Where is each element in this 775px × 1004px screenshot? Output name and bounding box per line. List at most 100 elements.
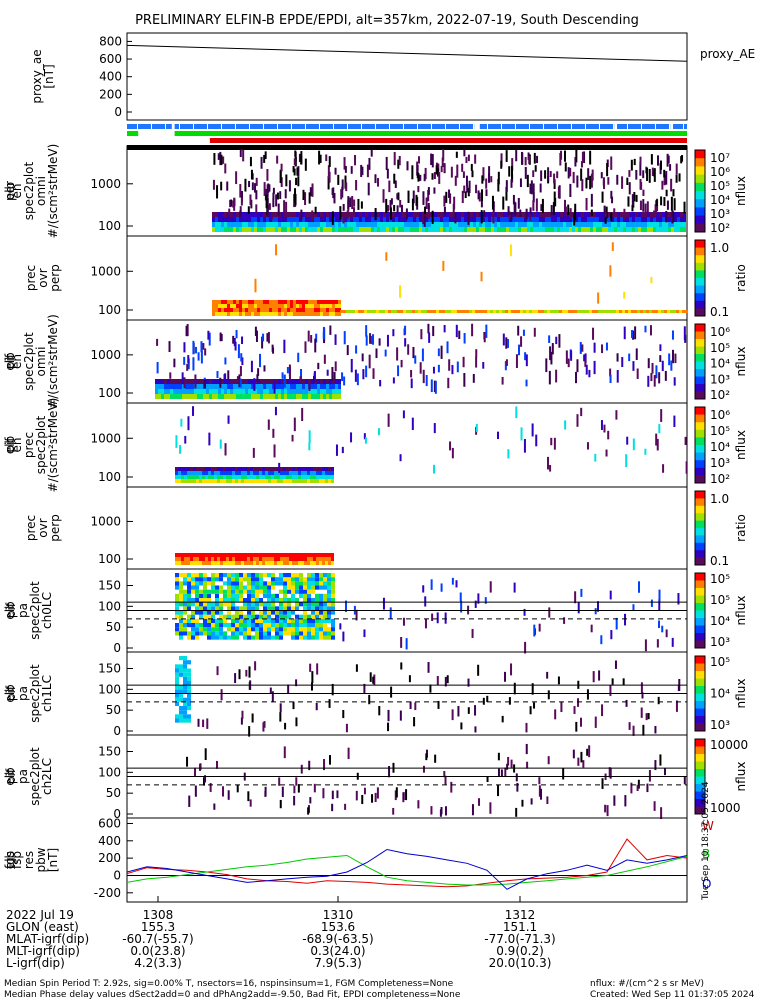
heatmap-cell xyxy=(283,339,286,354)
heatmap-cell xyxy=(405,638,408,650)
heatmap-cell xyxy=(220,557,223,561)
colorbar-swatch xyxy=(695,441,705,444)
heatmap-cell xyxy=(584,227,587,232)
heatmap-cell xyxy=(575,212,578,217)
heatmap-cell xyxy=(378,428,381,436)
heatmap-cell xyxy=(327,614,331,619)
x-axis-row-label: GLON (east) xyxy=(6,920,79,934)
heatmap-cell xyxy=(247,471,250,475)
heatmap-cell xyxy=(581,151,584,163)
heatmap-cell xyxy=(605,227,608,232)
y-axis-label-line: elb xyxy=(3,436,17,454)
heatmap-cell xyxy=(341,372,344,382)
heatmap-cell xyxy=(437,212,440,217)
heatmap-cell xyxy=(682,310,685,313)
status-bar-black xyxy=(127,145,687,150)
heatmap-cell xyxy=(431,613,434,622)
heatmap-cell xyxy=(485,212,488,217)
heatmap-cell xyxy=(661,625,664,633)
heatmap-cell xyxy=(227,384,230,389)
heatmap-cell xyxy=(576,359,579,373)
heatmap-cell xyxy=(272,384,275,389)
heatmap-cell xyxy=(443,222,446,227)
heatmap-cell xyxy=(443,195,446,207)
heatmap-cell xyxy=(219,623,223,628)
heatmap-cell xyxy=(319,573,323,578)
heatmap-cell xyxy=(424,596,427,607)
colorbar-label: nflux xyxy=(734,679,748,709)
heatmap-cell xyxy=(175,672,179,677)
heatmap-cell xyxy=(227,379,230,384)
heatmap-cell xyxy=(371,227,374,232)
heatmap-cell xyxy=(320,308,323,312)
y-axis-label-line: spec2plot xyxy=(28,664,42,723)
heatmap-cell xyxy=(632,330,635,340)
heatmap-cell xyxy=(338,389,341,394)
heatmap-cell xyxy=(315,573,319,578)
heatmap-cell xyxy=(277,471,280,475)
heatmap-cell xyxy=(294,188,297,202)
heatmap-cell xyxy=(179,623,183,628)
heatmap-cell xyxy=(260,379,263,384)
heatmap-cell xyxy=(518,222,521,227)
heatmap-cell xyxy=(327,573,331,578)
y-axis-label-line: pif xyxy=(4,602,18,618)
heatmap-cell xyxy=(319,627,323,632)
heatmap-cell xyxy=(524,222,527,227)
heatmap-cell xyxy=(218,304,221,308)
colorbar-swatch xyxy=(695,213,705,217)
heatmap-cell xyxy=(299,389,302,394)
heatmap-cell xyxy=(673,198,676,211)
colorbar-swatch xyxy=(695,795,705,798)
heatmap-cell xyxy=(319,602,323,607)
heatmap-cell xyxy=(489,581,492,593)
heatmap-cell xyxy=(524,156,527,166)
heatmap-cell xyxy=(231,573,235,578)
heatmap-cell xyxy=(452,203,455,216)
heatmap-cell xyxy=(302,308,305,312)
heatmap-cell xyxy=(427,310,430,313)
heatmap-cell xyxy=(455,324,458,338)
heatmap-cell xyxy=(458,222,461,227)
heatmap-cell xyxy=(247,577,251,582)
heatmap-cell xyxy=(175,689,179,694)
heatmap-cell xyxy=(320,312,323,316)
heatmap-cell xyxy=(346,345,349,356)
heatmap-cell xyxy=(254,394,257,399)
heatmap-cell xyxy=(248,312,251,316)
heatmap-cell xyxy=(243,577,247,582)
heatmap-cell xyxy=(272,379,275,384)
heatmap-cell xyxy=(527,227,530,232)
heatmap-cell xyxy=(397,365,400,377)
colorbar-swatch xyxy=(695,465,705,469)
heatmap-cell xyxy=(357,198,360,210)
heatmap-cell xyxy=(524,166,527,179)
heatmap-cell xyxy=(347,747,350,760)
heatmap-cell xyxy=(295,467,298,471)
heatmap-cell xyxy=(268,557,271,561)
heatmap-cell xyxy=(311,614,315,619)
heatmap-cell xyxy=(240,197,243,206)
colorbar-swatch xyxy=(695,656,705,659)
heatmap-cell xyxy=(449,441,452,451)
heatmap-cell xyxy=(685,461,688,474)
heatmap-cell xyxy=(659,217,662,222)
colorbar-swatch xyxy=(695,276,705,279)
heatmap-cell xyxy=(181,467,184,471)
heatmap-cell xyxy=(323,379,326,384)
heatmap-cell xyxy=(399,454,402,462)
heatmap-cell xyxy=(202,777,205,786)
heatmap-cell xyxy=(394,790,397,801)
heatmap-cell xyxy=(235,577,239,582)
heatmap-cell xyxy=(320,217,323,222)
heatmap-cell xyxy=(254,212,257,217)
heatmap-cell xyxy=(515,212,518,217)
heatmap-cell xyxy=(300,369,303,380)
heatmap-cell xyxy=(203,631,207,636)
heatmap-cell xyxy=(488,212,491,217)
heatmap-cell xyxy=(581,222,584,227)
heatmap-cell xyxy=(293,312,296,316)
heatmap-cell xyxy=(510,212,513,221)
heatmap-cell xyxy=(265,479,268,483)
heatmap-cell xyxy=(305,300,308,304)
